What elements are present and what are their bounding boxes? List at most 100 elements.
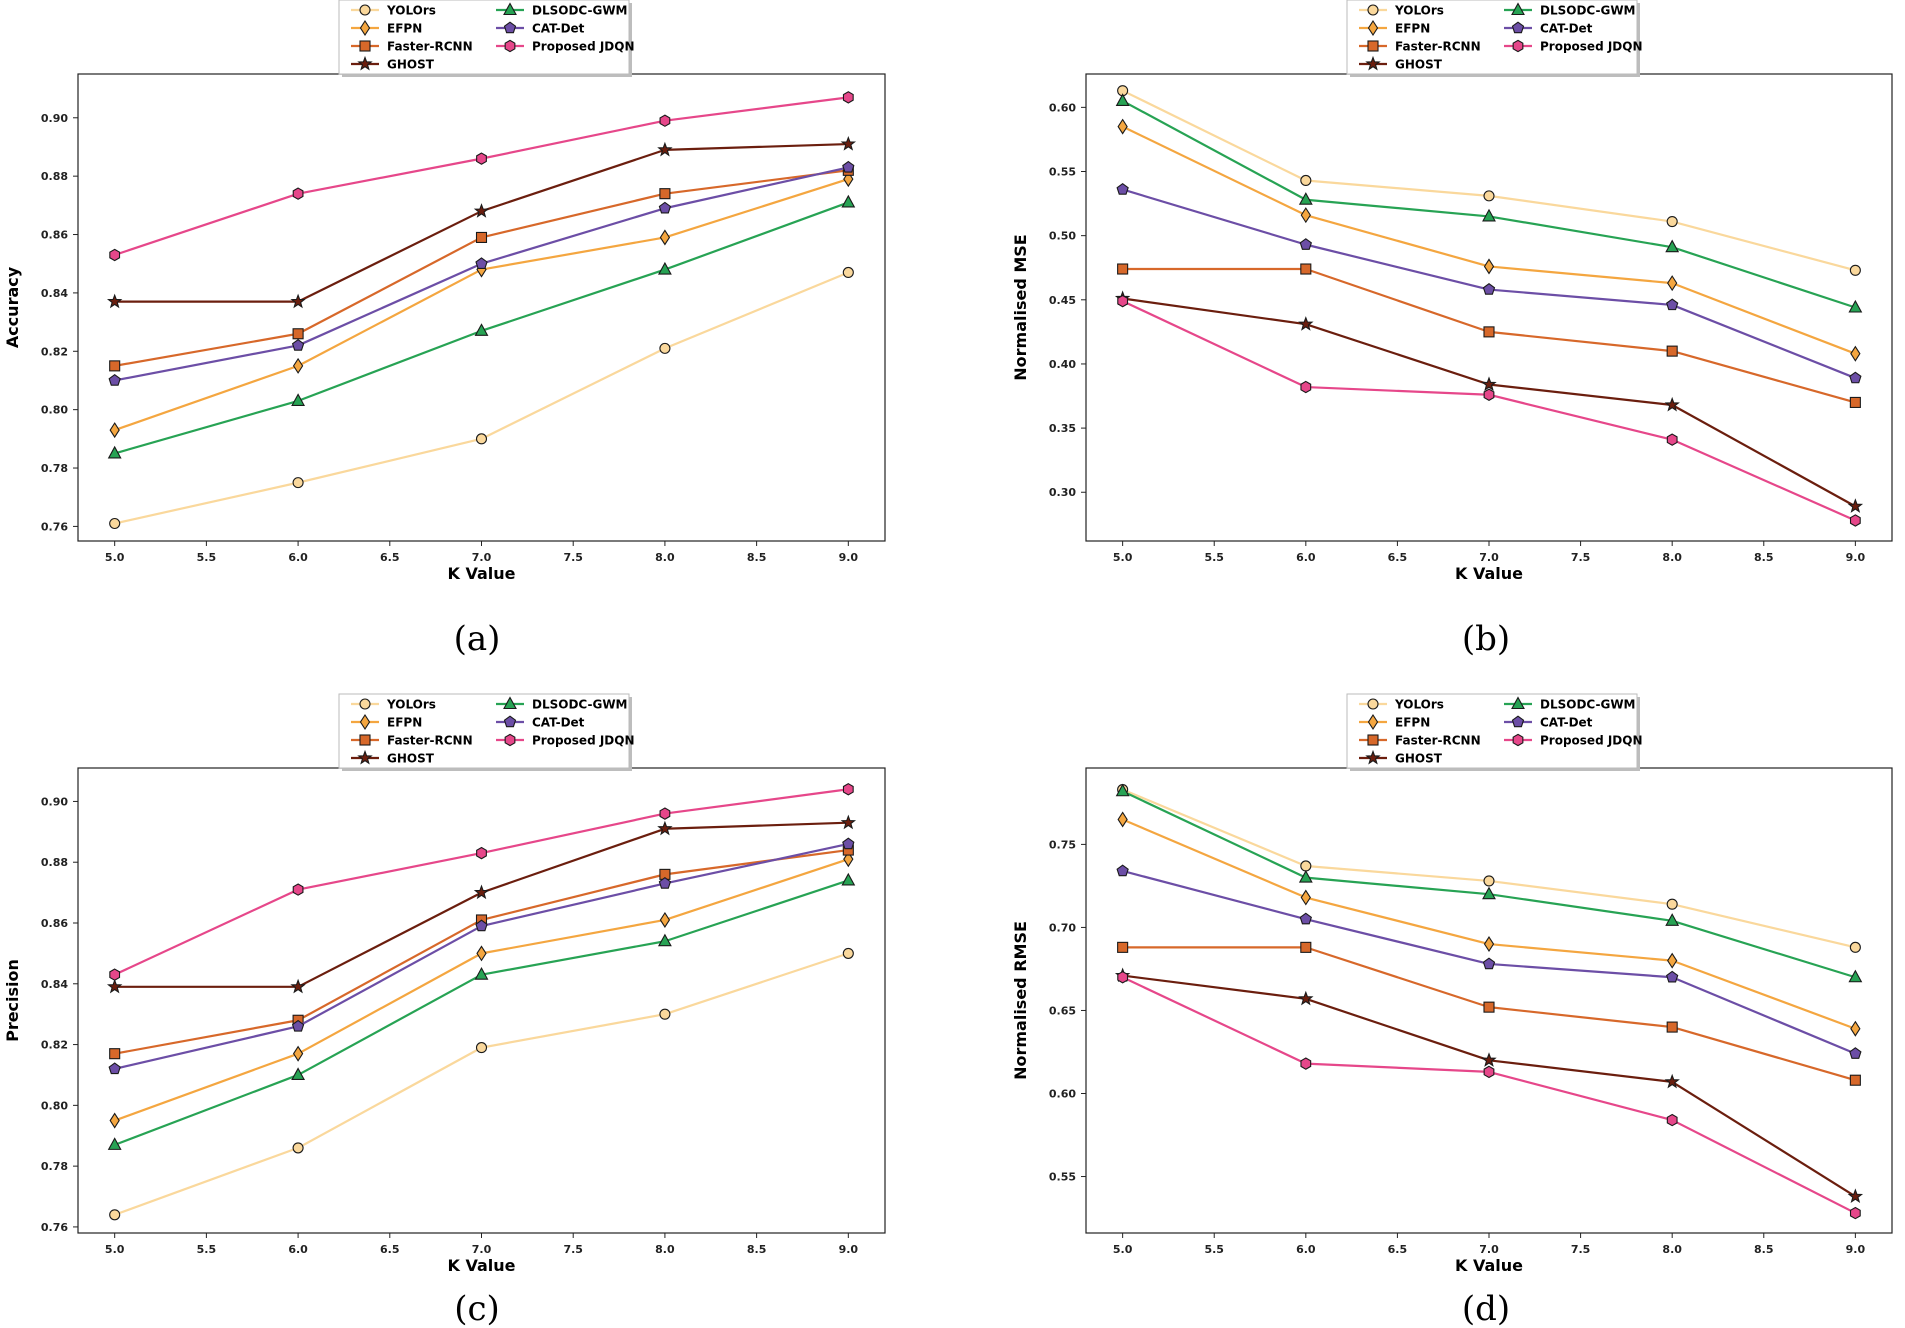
data-point-efpn [1850, 345, 1861, 362]
data-point-ghost [1847, 1188, 1864, 1204]
legend-label-cat-det: CAT-Det [532, 22, 585, 36]
legend-label-proposed-jdqn: Proposed JDQN [532, 40, 635, 54]
data-point-proposed-jdqn [109, 248, 121, 262]
data-point-cat-det [1666, 970, 1679, 983]
data-point-proposed-jdqn [1483, 388, 1495, 401]
legend-marker-ghost [357, 749, 373, 765]
data-point-dlsodc-gwm [1482, 886, 1496, 900]
data-point-ghost [657, 141, 673, 157]
data-point-yolors [1849, 941, 1861, 953]
data-point-faster-rcnn [1849, 1074, 1861, 1086]
data-point-yolors [1300, 174, 1312, 187]
chart-panel-a: 5.0 5.5 6.0 6.5 7.0 7.5 8.0 8.5 9.0 0.76 0.78 0.80 0… [3, 0, 886, 659]
data-point-faster-rcnn [1666, 345, 1678, 357]
data-point-cat-det [842, 160, 855, 173]
data-point-proposed-jdqn [1300, 380, 1312, 394]
data-point-cat-det [1482, 283, 1496, 295]
data-point-cat-det [1299, 912, 1312, 925]
panel-caption: (a) [454, 619, 501, 659]
x-tick-label: 9.0 [1846, 1243, 1866, 1256]
data-point-efpn [1117, 118, 1128, 135]
legend-marker-cat-det [1511, 715, 1525, 728]
data-point-dlsodc-gwm [841, 872, 856, 886]
data-point-yolors [1849, 264, 1861, 276]
x-tick-label: 5.5 [1204, 1243, 1224, 1256]
data-point-efpn [659, 911, 671, 928]
data-point-dlsodc-gwm [841, 194, 856, 208]
data-point-faster-rcnn [1666, 1021, 1678, 1033]
legend-label-efpn: EFPN [387, 716, 422, 730]
legend-label-efpn: EFPN [387, 22, 422, 36]
data-point-efpn [1300, 207, 1311, 224]
data-point-ghost [106, 978, 123, 994]
data-point-proposed-jdqn [109, 968, 121, 981]
data-point-yolors [659, 1008, 671, 1020]
data-point-yolors [1300, 860, 1312, 872]
x-tick-label: 9.0 [1846, 551, 1866, 564]
data-point-cat-det [1849, 1047, 1862, 1059]
data-point-cat-det [1666, 298, 1679, 311]
data-point-cat-det [108, 373, 121, 386]
x-tick-label: 8.0 [655, 1243, 675, 1256]
y-tick-label: 0.76 [41, 520, 68, 533]
legend-marker-ghost [1365, 55, 1381, 71]
x-tick-label: 5.0 [105, 551, 125, 564]
y-tick-label: 0.86 [41, 229, 68, 242]
data-point-cat-det [291, 338, 305, 351]
data-point-efpn [476, 945, 487, 962]
data-point-ghost [840, 814, 857, 830]
legend-marker-dlsodc-gwm [1511, 696, 1525, 710]
legend-label-cat-det: CAT-Det [1540, 716, 1593, 730]
x-tick-label: 7.0 [472, 551, 492, 564]
x-tick-label: 6.0 [1296, 1243, 1316, 1256]
y-tick-label: 0.50 [1049, 230, 1076, 243]
legend-label-faster-rcnn: Faster-RCNN [387, 40, 473, 54]
chart-panel-d: 5.0 5.5 6.0 6.5 7.0 7.5 8.0 8.5 9.0 0.55 0.60 0.65 0… [1011, 693, 1893, 1328]
x-tick-label: 6.5 [380, 1243, 400, 1256]
legend-marker-cat-det [503, 21, 517, 34]
data-point-efpn [843, 851, 854, 868]
data-point-efpn [1483, 936, 1495, 953]
legend-marker-yolors [359, 698, 371, 710]
x-tick-label: 6.5 [380, 551, 400, 564]
legend-label-yolors: YOLOrs [386, 4, 436, 18]
data-point-efpn [659, 229, 671, 246]
legend-marker-faster-rcnn [1367, 734, 1379, 746]
data-point-ghost [1664, 1073, 1680, 1089]
legend-marker-yolors [359, 4, 371, 16]
data-point-faster-rcnn [1300, 263, 1312, 275]
legend-label-ghost: GHOST [387, 58, 435, 72]
data-point-faster-rcnn [1117, 941, 1129, 953]
plot-area [1085, 73, 1893, 542]
legend-label-cat-det: CAT-Det [1540, 22, 1593, 36]
x-tick-label: 8.5 [1754, 1243, 1774, 1256]
legend-marker-faster-rcnn [1367, 40, 1379, 52]
legend-box [338, 693, 630, 769]
legend-marker-faster-rcnn [359, 734, 371, 746]
legend-label-dlsodc-gwm: DLSODC-GWM [532, 698, 628, 712]
x-axis-title: K Value [448, 1256, 516, 1275]
data-point-dlsodc-gwm [1482, 208, 1496, 222]
data-point-dlsodc-gwm [1848, 299, 1863, 313]
y-axis-title: Normalised MSE [1011, 234, 1030, 380]
legend: YOLOrs DLSODC-GWM EFPN CAT-Det Faster-RCNN Pr… [1346, 0, 1643, 77]
data-point-cat-det [108, 1062, 121, 1075]
legend-marker-efpn [1367, 713, 1379, 731]
data-point-ghost [1481, 1052, 1497, 1067]
legend-label-ghost: GHOST [1395, 752, 1443, 766]
data-point-faster-rcnn [1483, 1001, 1495, 1013]
data-point-proposed-jdqn [476, 846, 487, 860]
y-tick-label: 0.90 [41, 795, 68, 808]
x-tick-label: 8.5 [747, 1243, 767, 1256]
legend-label-efpn: EFPN [1395, 716, 1430, 730]
data-point-yolors [1666, 898, 1678, 910]
y-tick-label: 0.75 [1049, 838, 1076, 851]
legend-marker-ghost [1365, 749, 1381, 765]
data-point-yolors [1483, 190, 1495, 202]
x-tick-label: 7.5 [563, 551, 583, 564]
y-tick-label: 0.70 [1049, 921, 1076, 934]
data-point-proposed-jdqn [1300, 1057, 1312, 1070]
legend-label-efpn: EFPN [1395, 22, 1430, 36]
legend-marker-proposed-jdqn [504, 39, 516, 53]
